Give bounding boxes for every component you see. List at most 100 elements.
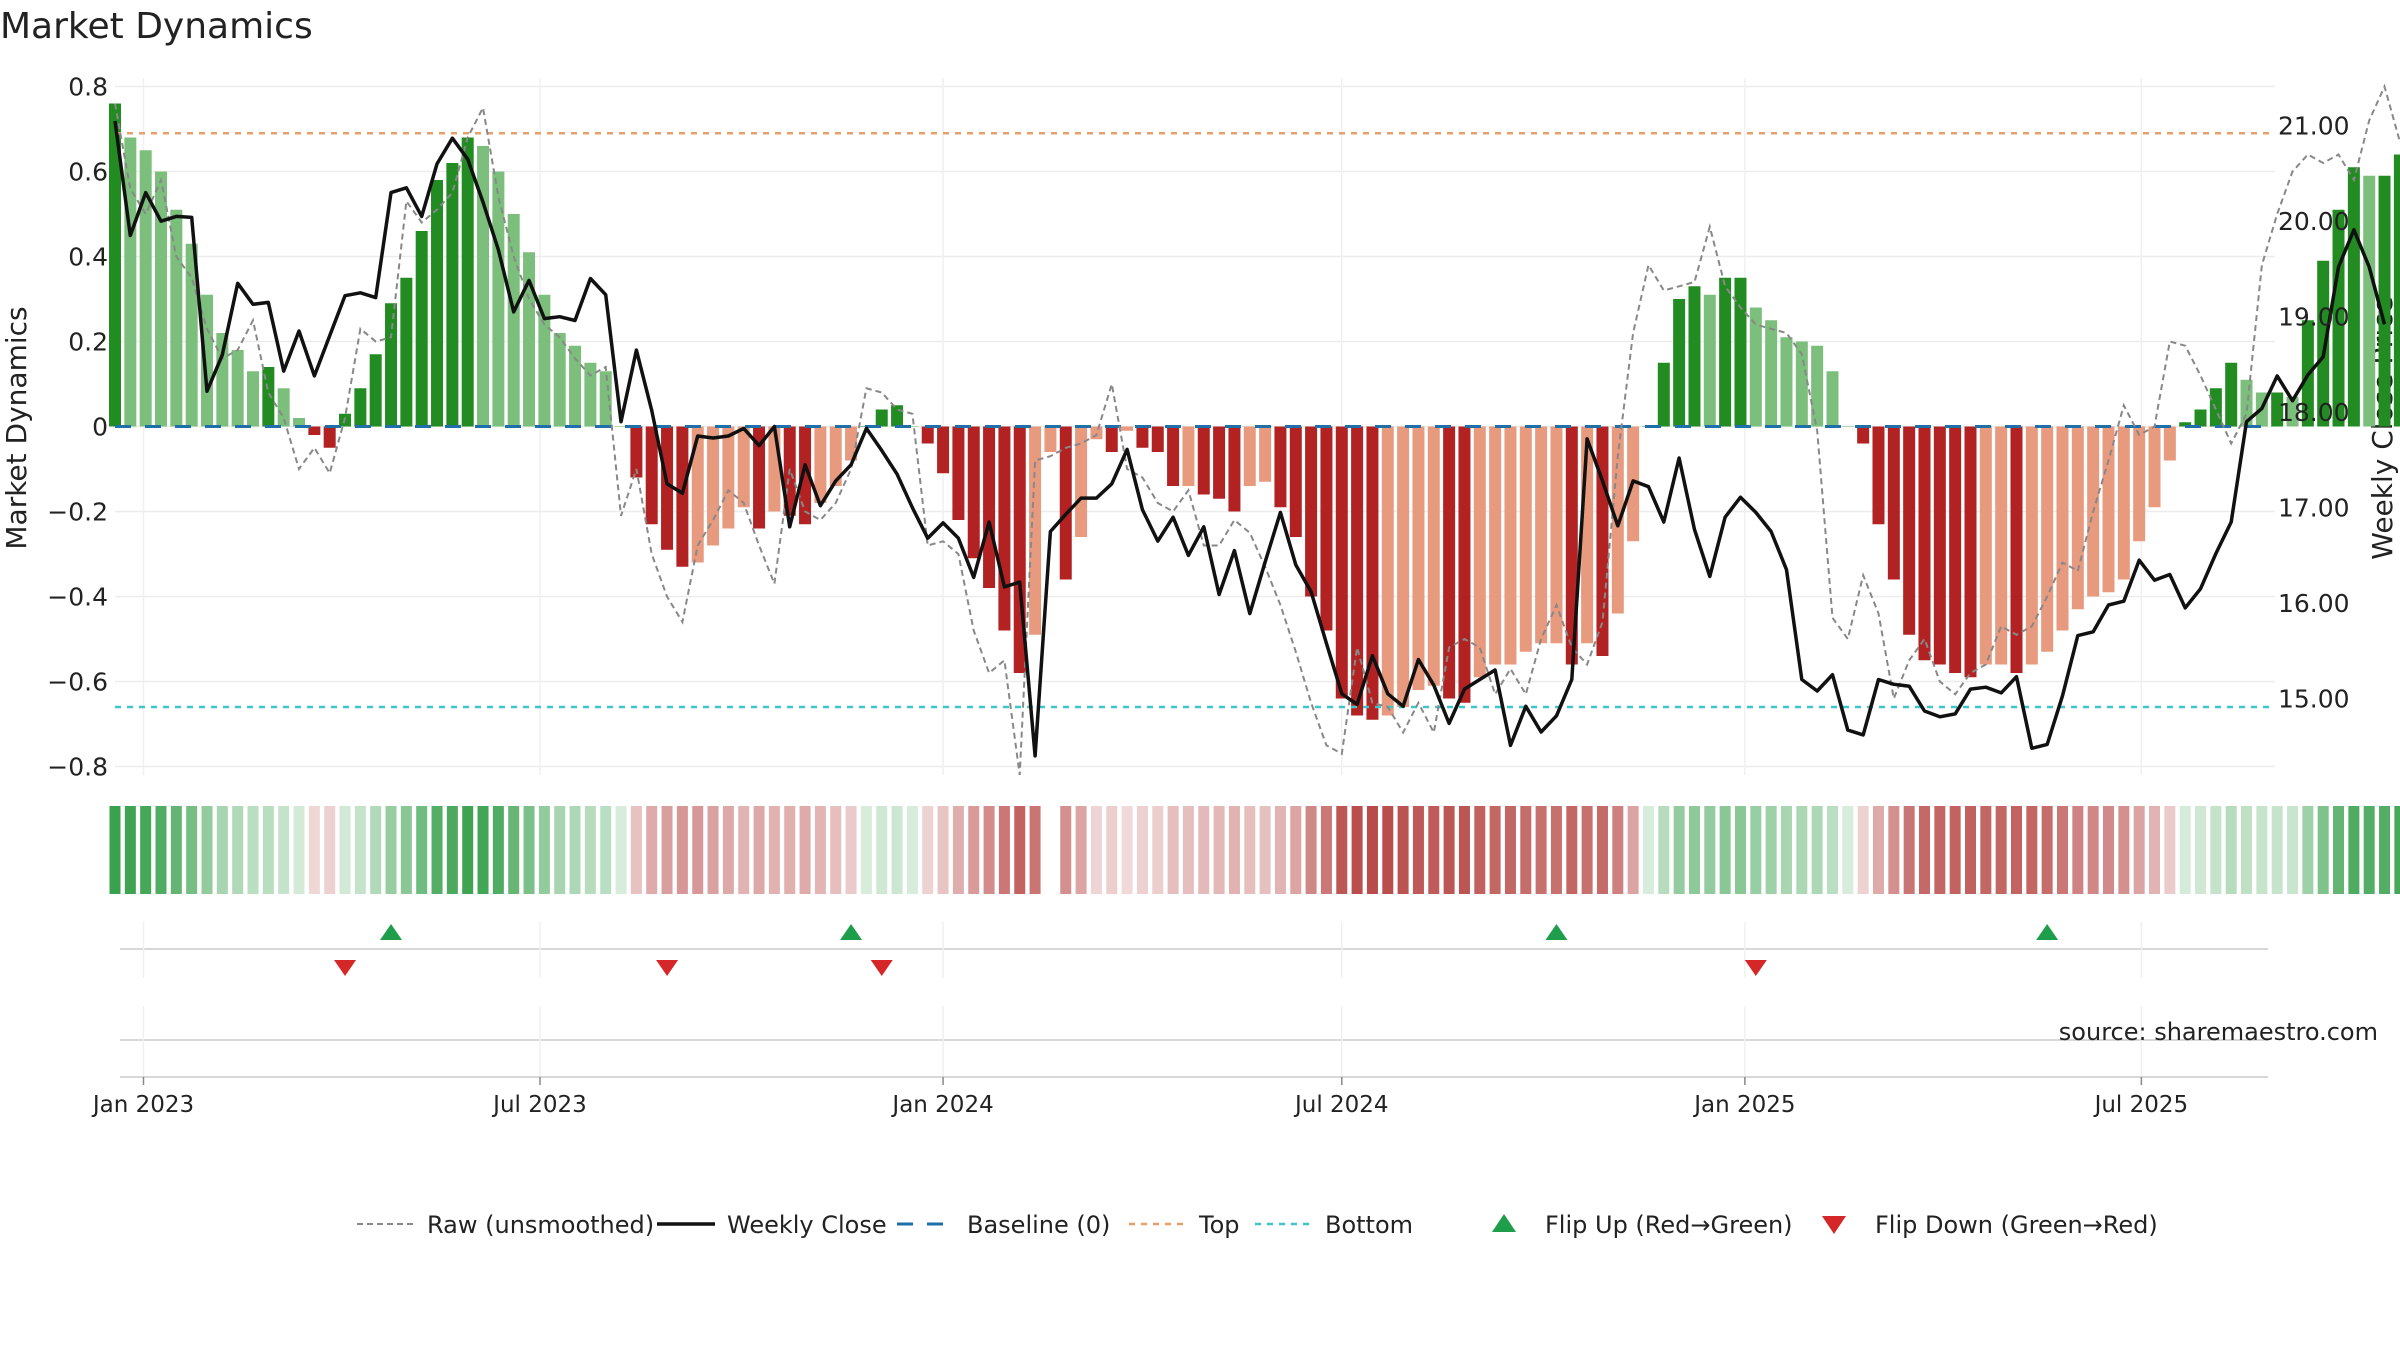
regime-strip-cell (2011, 806, 2023, 894)
legend-item: Flip Down (Green→Red) (1822, 1211, 2158, 1239)
market-dynamics-bar (2271, 392, 2284, 427)
market-dynamics-bar (1090, 426, 1103, 440)
market-dynamics-bar (247, 371, 260, 427)
regime-strip-cell (2195, 806, 2207, 894)
flip-markers-panel (120, 922, 2268, 978)
market-dynamics-bar (1320, 426, 1333, 631)
legend-label: Raw (unsmoothed) (427, 1211, 654, 1239)
regime-strip-cell (1182, 806, 1194, 894)
legend-item: Weekly Close (657, 1211, 887, 1239)
market-dynamics-bar (2041, 426, 2054, 652)
regime-strip-cell (830, 806, 842, 894)
market-dynamics-bar (1029, 426, 1042, 635)
market-dynamics-bar (1259, 426, 1272, 482)
market-dynamics-bar (1243, 426, 1256, 486)
market-dynamics-bar (2378, 175, 2391, 427)
regime-strip-cell (707, 806, 719, 894)
market-dynamics-bars (109, 103, 2400, 720)
market-dynamics-bar (967, 426, 980, 559)
market-dynamics-bar (2347, 167, 2360, 427)
regime-strip-cell (1750, 806, 1762, 894)
right-tick-label: 18.00 (2278, 398, 2350, 427)
regime-strip-cell (370, 806, 382, 894)
regime-strip-cell (2041, 806, 2053, 894)
empty-bottom-panel (120, 1006, 2268, 1078)
market-dynamics-bar (1903, 426, 1916, 635)
left-tick-label: 0.2 (68, 328, 108, 357)
regime-strip-cell (968, 806, 980, 894)
regime-strip-cell (952, 806, 964, 894)
regime-strip-cell (354, 806, 366, 894)
regime-strip-cell (2271, 806, 2283, 894)
regime-strip-cell (661, 806, 673, 894)
market-dynamics-bar (998, 426, 1011, 631)
market-dynamics-bar (1473, 426, 1486, 678)
regime-strip-cell (1290, 806, 1302, 894)
left-tick-label: −0.8 (47, 753, 108, 782)
regime-strip-cell (2164, 806, 2176, 894)
flip-down-marker (1744, 960, 1767, 976)
regime-strip-cell (630, 806, 642, 894)
regime-strip-cell (876, 806, 888, 894)
regime-strip-cell (308, 806, 320, 894)
legend-item: Flip Up (Red→Green) (1492, 1211, 1793, 1239)
regime-strip-cell (1458, 806, 1470, 894)
market-dynamics-bar (2286, 396, 2299, 427)
market-dynamics-bar (1182, 426, 1195, 486)
legend-item: Raw (unsmoothed) (357, 1211, 654, 1239)
reference-lines (115, 132, 2275, 709)
market-dynamics-bar (1366, 426, 1379, 720)
regime-strip-cell (646, 806, 658, 894)
market-dynamics-bar (1964, 426, 1977, 678)
legend-label: Bottom (1325, 1211, 1413, 1239)
regime-strip-cell (1658, 806, 1670, 894)
right-tick-label: 20.00 (2278, 207, 2350, 236)
market-dynamics-bar (569, 345, 582, 427)
market-dynamics-bar (1765, 320, 1778, 427)
market-dynamics-bar (599, 371, 612, 427)
market-dynamics-bar (1611, 426, 1624, 614)
legend-swatch-flip-up (1492, 1214, 1516, 1232)
y-axis-label-left: Market Dynamics (0, 306, 33, 549)
regime-strip-cell (906, 806, 918, 894)
regime-strip-cell (569, 806, 581, 894)
regime-strip-cell (2179, 806, 2191, 894)
regime-strip-cell (738, 806, 750, 894)
regime-strip-cell (1029, 806, 1041, 894)
regime-strip-cell (2225, 806, 2237, 894)
market-dynamics-bar (1596, 426, 1609, 656)
market-dynamics-bar (109, 103, 121, 427)
regime-strip-cell (247, 806, 259, 894)
market-dynamics-bar (691, 426, 704, 563)
regime-strip-cell (2118, 806, 2130, 894)
x-tick-label: Jul 2023 (491, 1092, 587, 1118)
market-dynamics-bar (1887, 426, 1900, 580)
regime-strip-cell (1305, 806, 1317, 894)
x-axis-ticks: Jan 2023 Jul 2023 Jan 2024 Jul 2024 Jan 2025… (91, 1077, 2188, 1118)
regime-strip-cell (278, 806, 290, 894)
regime-strip-cell (1918, 806, 1930, 894)
market-dynamics-bar (1197, 426, 1210, 495)
legend-item: Top (1129, 1211, 1240, 1239)
left-tick-label: −0.2 (47, 498, 108, 527)
regime-strip-cell (845, 806, 857, 894)
left-tick-label: 0.8 (68, 73, 108, 102)
market-dynamics-bar (1918, 426, 1931, 661)
regime-strip-cell (1872, 806, 1884, 894)
regime-strip-cell (1152, 806, 1164, 894)
regime-strip-cell (1106, 806, 1118, 894)
regime-strip-cell (1121, 806, 1133, 894)
regime-strip-cell (1320, 806, 1332, 894)
market-dynamics-bar (523, 252, 536, 427)
market-dynamics-bar (921, 426, 934, 444)
market-dynamics-bar (308, 426, 321, 435)
market-dynamics-bar (2025, 426, 2038, 665)
market-dynamics-bar (814, 426, 827, 503)
left-axis-ticks: 0.8 0.6 0.4 0.2 0 −0.2 −0.4 −0.6 −0.8 (47, 73, 108, 782)
regime-strip-cell (1274, 806, 1286, 894)
regime-strip-cell (2348, 806, 2360, 894)
left-tick-label: −0.6 (47, 668, 108, 697)
market-dynamics-bar (1458, 426, 1471, 703)
regime-strip-cell (462, 806, 474, 894)
flip-down-marker (870, 960, 893, 976)
